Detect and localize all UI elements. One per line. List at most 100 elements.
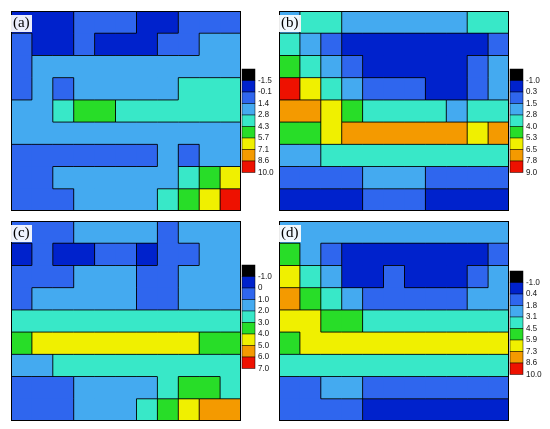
contour-cell [115,243,138,267]
plot-frame [279,221,509,421]
contour-cell [31,99,54,123]
contour-cell [467,287,489,311]
heatmap-c [11,221,241,421]
legend-tick-label: -1.5 [258,75,272,85]
legend-swatch [509,282,524,295]
contour-cell [404,188,426,211]
contour-cell [199,55,221,79]
legend-tick-label: 8.6 [526,358,538,367]
contour-cell [157,243,179,267]
contour-cell [383,309,406,333]
contour-cell [320,166,343,190]
contour-cell [404,166,426,190]
contour-cell [52,287,75,311]
contour-cell [136,77,158,101]
contour-cell [136,398,158,421]
contour-cell [115,77,138,101]
legend-tick-label: 0 [258,283,263,292]
contour-cell [320,55,343,79]
panel-a: (a) -1.5 -0.1 1.4 2.8 4.3 5.7 7.1 8.6 10.0 [11,11,281,211]
contour-cell [178,77,200,101]
contour-cell [73,166,96,190]
contour-cell [94,265,117,289]
legend-swatch [509,80,524,93]
contour-cell [94,55,117,79]
contour-cell [199,11,221,34]
contour-cell [404,243,426,267]
contour-cell [383,188,406,211]
contour-cell [136,332,158,355]
contour-cell [220,243,241,267]
contour-cell [73,287,96,311]
contour-cell [362,99,385,123]
contour-cell [404,122,426,145]
contour-cell [279,122,301,145]
contour-cell [362,33,385,57]
contour-cell [279,166,301,190]
contour-cell [299,33,322,57]
contour-cell [199,265,221,289]
contour-cell [425,166,447,190]
legend-tick-label: 4.3 [258,121,270,131]
contour-cell [136,265,158,289]
contour-cell [178,122,200,145]
contour-cell [199,99,221,123]
contour-cell [299,144,322,168]
legend-swatch [241,264,256,277]
contour-cell [73,144,96,168]
legend-tick-label: 1.0 [258,294,270,304]
contour-cell [383,144,406,168]
contour-cell [52,166,75,190]
contour-cell [178,376,200,400]
contour-cell [425,243,447,267]
contour-cell [220,376,241,400]
contour-cell [299,221,322,244]
contour-cell [115,144,138,168]
panel-label-d: (d) [279,225,301,242]
contour-cell [94,221,117,244]
contour-cell [425,354,447,378]
contour-cell [220,398,241,421]
contour-cell [199,354,221,378]
contour-cell [362,144,385,168]
legend-swatch [241,137,256,150]
contour-cell [383,398,406,421]
plot-frame [11,221,241,421]
contour-cell [446,77,468,101]
contour-cell [115,55,138,79]
contour-cell [383,243,406,267]
contour-cell [31,354,54,378]
contour-cell [488,398,509,421]
contour-cell [279,265,301,289]
contour-cell [178,221,200,244]
contour-cell [467,398,489,421]
contour-cell [136,376,158,400]
legend-swatch [241,68,256,81]
contour-cell [157,166,179,190]
contour-cell [279,354,301,378]
contour-cell [73,11,96,34]
legend-tick-label: 1.5 [526,98,538,108]
contour-cell [136,287,158,311]
legend-tick-label: -1.0 [526,75,540,85]
contour-cell [467,55,489,79]
legend-swatch [509,293,524,306]
contour-cell [115,99,138,123]
contour-cell [446,188,468,211]
contour-cell [446,309,468,333]
contour-cell [467,309,489,333]
contour-cell [11,354,33,378]
contour-cell [341,188,364,211]
contour-cell [488,309,509,333]
contour-cell [488,77,509,101]
contour-cell [31,166,54,190]
contour-cell [52,144,75,168]
contour-cell [299,99,322,123]
contour-cell [383,221,406,244]
contour-cell [467,166,489,190]
contour-cell [136,221,158,244]
legend-swatches [509,68,524,173]
contour-cell [279,309,301,333]
contour-cell [31,11,54,34]
heatmap-a [11,11,241,211]
